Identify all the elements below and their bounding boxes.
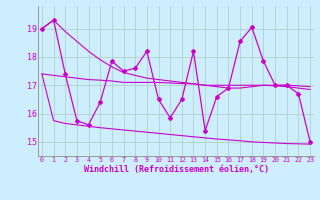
- X-axis label: Windchill (Refroidissement éolien,°C): Windchill (Refroidissement éolien,°C): [84, 165, 268, 174]
